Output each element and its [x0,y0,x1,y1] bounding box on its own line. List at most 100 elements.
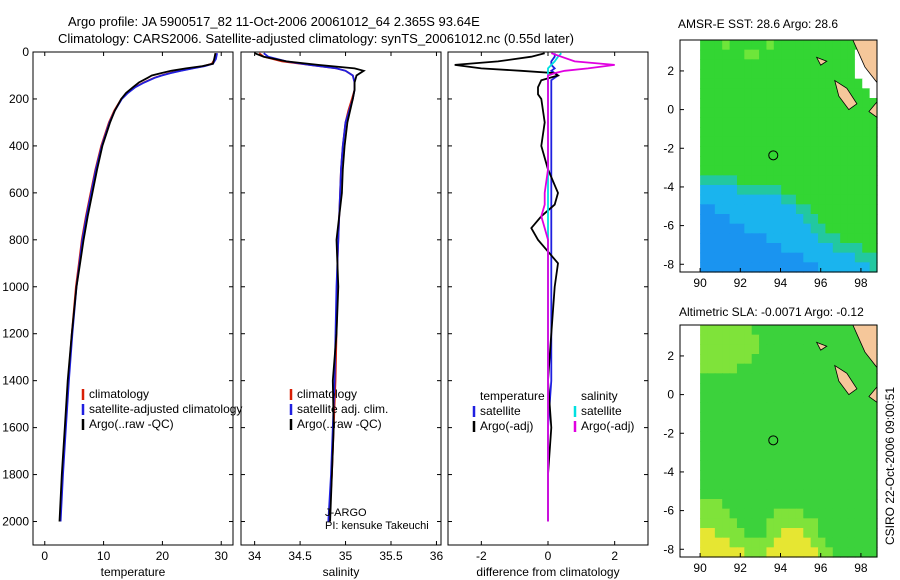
sla_map-cell [729,363,738,374]
sst_map-cell [773,156,782,167]
sst_map-cell [714,146,723,157]
sla_map-cell [854,528,863,539]
sla_map-cell [862,489,871,500]
sst_map-cell [722,88,731,99]
sla_map-cell [759,441,768,452]
sla_map-cell [862,412,871,423]
sst_map-cell [700,98,709,109]
sst_map-cell [707,156,716,167]
sla_map-cell [773,479,782,490]
sla_map-cell [773,450,782,461]
sla_map-cell [759,344,768,355]
sst_map-cell [795,127,804,138]
sla_map-cell [700,441,709,452]
sst_map-cell [810,233,819,244]
sst_map-cell [803,223,812,234]
sla_map-cell [847,325,856,336]
sst_map-cell [751,136,760,147]
sst_map-cell [766,40,775,51]
sla_map-cell [825,460,834,471]
sla_map-cell [714,373,723,384]
sst_map-cell [736,175,745,186]
sst_map-cell [714,59,723,70]
sla_map-cell [810,334,819,345]
sla_map-cell [869,412,878,423]
sst_map-cell [781,165,790,176]
sla_map-land [834,364,858,396]
sst_map-cell [832,98,841,109]
sla_map-cell [744,450,753,461]
sst_map-cell [773,117,782,128]
sla_map-cell [766,363,775,374]
sst_map-cell [810,98,819,109]
sst_map-cell [759,127,768,138]
sla_map-cell [700,421,709,432]
sst_map-cell [869,214,878,225]
sla_map-cell [840,489,849,500]
sst_map-cell [788,165,797,176]
sst_map-cell [825,88,834,99]
sla_map-cell [832,460,841,471]
sst_map-cell [825,233,834,244]
sst_map-cell [818,175,826,186]
salinity-annotation-line2: PI: kensuke Takeuchi [325,520,429,532]
sla_map-cell [818,383,826,394]
sst_map-cell [707,49,716,60]
sst_map-cell [707,69,716,80]
sla_map-cell [788,373,797,384]
sst_map-cell [840,40,849,51]
sla_map-cell [744,363,753,374]
sla_map-cell [832,508,841,519]
sst_map-cell [781,98,790,109]
sst_map-cell [788,98,797,109]
sst_map-cell [818,204,826,215]
sla_map-cell [862,518,871,529]
sla_map-cell [707,421,716,432]
sla_map-cell [781,383,790,394]
sst_map-cell [700,69,709,80]
sla_map-cell [810,344,819,355]
temperature-ytick-label: 2000 [2,515,29,529]
sst_map-cell [714,262,723,273]
sst_map-cell [744,243,753,254]
sla_map-cell [862,528,871,539]
sst_map-cell [818,156,826,167]
sla_map-cell [707,441,716,452]
sst_map-cell [759,233,768,244]
sst_map-cell [729,175,738,186]
sst_map-cell [766,127,775,138]
sla_map-cell [736,402,745,413]
temperature-ytick-label: 1600 [2,421,29,435]
sla_map-cell [862,431,871,442]
sla_map-cell [744,547,753,558]
sst_map-cell [773,204,782,215]
sst-map-panel: 90 92 94 96 98 2 0 -2 -4 -6 -8 [663,39,878,290]
sst_map-cell [818,146,826,157]
sla_map-cell [810,547,819,558]
sst_map-cell [854,127,863,138]
sst_map-cell [795,59,804,70]
sla_map-cell [795,537,804,548]
sst_map-cell [818,127,826,138]
sst_map-cell [803,146,812,157]
sst_map-cell [795,252,804,263]
sla_map-cell [832,441,841,452]
sla_map-cell [729,334,738,345]
sst_map-cell [840,165,849,176]
sst_map-cell [707,214,716,225]
sla_map-cell [862,537,871,548]
sla_map-cell [847,518,856,529]
difference-legend-temperature-title: temperature [480,389,545,403]
sst_map-cell [759,59,768,70]
sla_map-cell [773,460,782,471]
sst_map-cell [707,78,716,89]
sla_map-cell [825,383,834,394]
sst_map-cell [840,223,849,234]
sst_map-cell [759,165,768,176]
sst_map-cell [832,194,841,205]
sla_map-cell [803,431,812,442]
sla_map-ytick-label: -2 [663,426,674,440]
sst_map-cell [759,204,768,215]
sla_map-cell [795,479,804,490]
sst_map-cell [862,223,871,234]
